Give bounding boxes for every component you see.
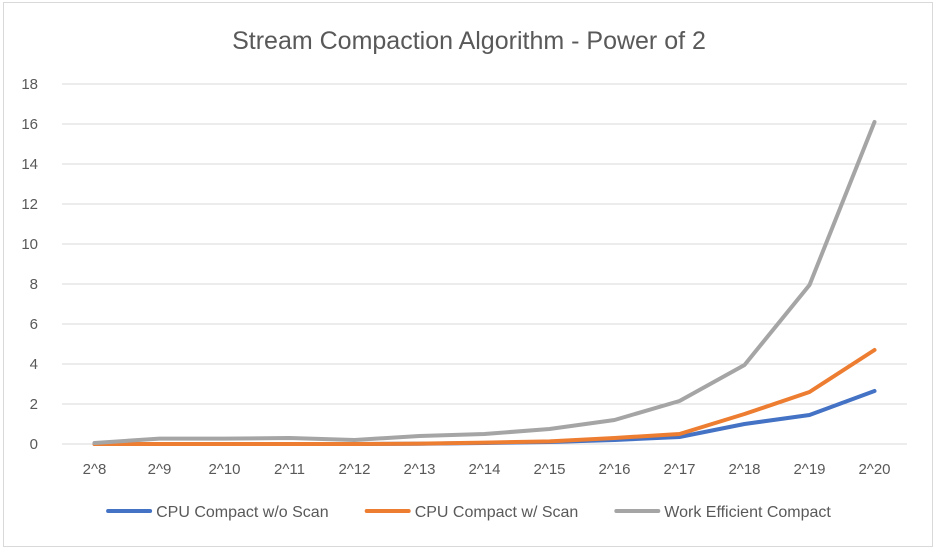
series-line-3 <box>92 120 877 445</box>
x-tick-label: 2^17 <box>663 461 695 478</box>
x-tick-label: 2^16 <box>598 461 630 478</box>
y-tick-label: 0 <box>30 436 38 453</box>
legend-label: CPU Compact w/o Scan <box>156 504 329 521</box>
series-line-2 <box>92 348 877 446</box>
x-tick-label: 2^9 <box>148 461 172 478</box>
x-tick-label: 2^11 <box>274 461 305 478</box>
series-lines <box>92 120 877 446</box>
y-tick-label: 2 <box>30 396 38 413</box>
series-line-1 <box>92 389 877 446</box>
x-tick-label: 2^20 <box>858 461 890 478</box>
chart-title: Stream Compaction Algorithm - Power of 2 <box>232 27 706 55</box>
gridlines <box>62 83 907 445</box>
x-tick-label: 2^13 <box>403 461 435 478</box>
y-tick-label: 18 <box>21 76 38 93</box>
y-axis-ticks: 0 2 4 6 8 10 12 14 16 18 <box>21 76 38 453</box>
y-tick-label: 12 <box>21 196 38 213</box>
x-tick-label: 2^10 <box>208 461 240 478</box>
legend-item: CPU Compact w/ Scan <box>364 504 579 521</box>
y-tick-label: 8 <box>30 276 38 293</box>
y-tick-label: 4 <box>30 356 38 373</box>
x-tick-label: 2^19 <box>793 461 825 478</box>
x-axis-ticks: 2^8 2^9 2^10 2^11 2^12 2^13 2^14 2^15 2^16 2^17 2^… <box>83 461 891 478</box>
legend: CPU Compact w/o Scan CPU Compact w/ Scan W… <box>106 504 831 521</box>
y-tick-label: 14 <box>21 156 38 173</box>
x-tick-label: 2^8 <box>83 461 107 478</box>
x-tick-label: 2^12 <box>338 461 370 478</box>
y-tick-label: 10 <box>21 236 38 253</box>
x-tick-label: 2^18 <box>728 461 760 478</box>
legend-item: CPU Compact w/o Scan <box>106 504 329 521</box>
y-tick-label: 16 <box>21 116 38 133</box>
chart-frame <box>3 2 933 547</box>
x-tick-label: 2^14 <box>468 461 500 478</box>
legend-label: Work Efficient Compact <box>664 504 831 521</box>
x-tick-label: 2^15 <box>533 461 565 478</box>
legend-label: CPU Compact w/ Scan <box>415 504 579 521</box>
legend-item: Work Efficient Compact <box>614 504 831 521</box>
y-tick-label: 6 <box>30 316 38 333</box>
